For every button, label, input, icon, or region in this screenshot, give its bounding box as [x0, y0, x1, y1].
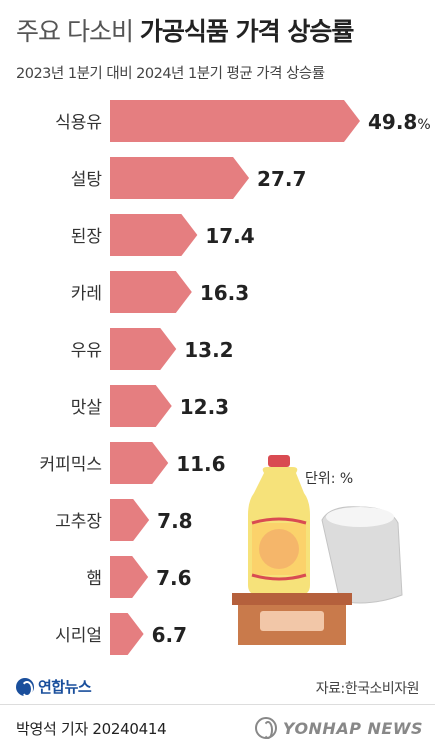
- footer-bar: 박영석 기자 20240414 YONHAP NEWS: [0, 704, 435, 750]
- value-label: 6.7: [152, 623, 187, 647]
- value-label: 7.8: [157, 509, 192, 533]
- value-label: 16.3: [200, 281, 249, 305]
- source-note: 자료:한국소비자원: [315, 681, 420, 697]
- bar: [110, 556, 149, 598]
- bar: [110, 157, 250, 199]
- category-label: 된장: [71, 227, 103, 247]
- title-bold: 가공식품 가격 상승률: [139, 17, 354, 46]
- bar: [110, 385, 172, 427]
- value-label: 17.4: [205, 224, 254, 248]
- category-label: 설탕: [71, 170, 103, 190]
- bar: [110, 442, 169, 484]
- yonhap-logo: 연합뉴스: [16, 676, 92, 697]
- soybean-paste-box-icon: [232, 593, 352, 645]
- bar: [110, 100, 360, 142]
- byline: 박영석 기자 20240414: [16, 720, 167, 738]
- value-label: 13.2: [184, 338, 233, 362]
- sugar-sack-icon: [321, 506, 403, 604]
- bar: [110, 271, 192, 313]
- bar: [110, 613, 144, 655]
- agency-name: YONHAP NEWS: [282, 718, 423, 738]
- logo-text: 연합뉴스: [38, 678, 92, 696]
- category-label: 커피믹스: [39, 455, 102, 475]
- value-label: 12.3: [180, 395, 229, 419]
- category-label: 시리얼: [55, 626, 102, 646]
- category-label: 햄: [86, 569, 102, 589]
- value-label: 49.8%: [368, 110, 431, 134]
- yonhap-logo-icon: [16, 677, 34, 697]
- agency-logo-icon: [254, 717, 277, 739]
- title-light: 주요 다소비: [16, 17, 134, 46]
- value-unit: %: [417, 117, 430, 133]
- unit-label: 단위: %: [305, 471, 354, 487]
- bar: [110, 214, 198, 256]
- chart-subtitle: 2023년 1분기 대비 2024년 1분기 평균 가격 상승률: [16, 66, 325, 82]
- category-label: 고추장: [55, 512, 102, 532]
- category-label: 카레: [71, 284, 102, 304]
- bar-chart: 식용유 49.8% 설탕 27.7 된장 17.4 카레 16.3 우유 13.2 맛살 12.3 커피…: [39, 100, 431, 655]
- value-label: 7.6: [156, 566, 191, 590]
- agency-logo: YONHAP NEWS: [254, 717, 423, 739]
- category-label: 우유: [71, 341, 102, 361]
- grocery-illustration: [232, 455, 403, 645]
- value-label: 11.6: [176, 452, 225, 476]
- category-label: 맛살: [71, 398, 103, 418]
- oil-bottle-icon: [248, 455, 310, 595]
- bar: [110, 328, 177, 370]
- bar: [110, 499, 150, 541]
- chart-title: 주요 다소비 가공식품 가격 상승률: [16, 12, 426, 48]
- category-label: 식용유: [55, 113, 102, 133]
- value-label: 27.7: [257, 167, 306, 191]
